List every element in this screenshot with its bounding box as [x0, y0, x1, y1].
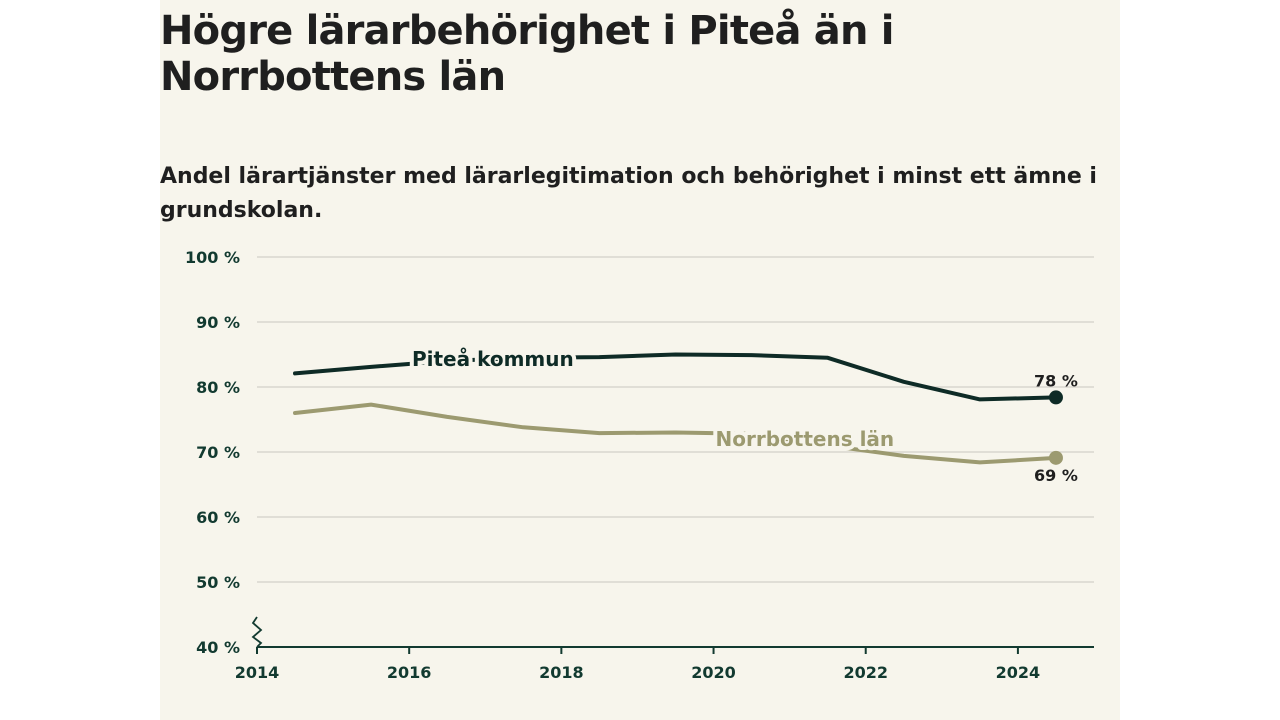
x-tick-label: 2024	[996, 663, 1041, 682]
y-tick-label: 100 %	[185, 248, 240, 267]
x-tick-label: 2018	[539, 663, 584, 682]
y-tick-label: 80 %	[196, 378, 240, 397]
series-label-norrbotten: Norrbottens län	[716, 427, 895, 451]
chart-title: Högre lärarbehörighet i Piteå än i Norrb…	[160, 8, 895, 100]
series-line-1	[293, 402, 1058, 465]
x-tick-label: 2020	[691, 663, 736, 682]
series-end-label-1: 69 %	[1034, 466, 1078, 485]
y-tick-label: 50 %	[196, 573, 240, 592]
series-end-marker-1	[1048, 450, 1063, 465]
axis-break-icon	[251, 616, 263, 648]
chart-panel: Högre lärarbehörighet i Piteå än i Norrb…	[160, 0, 1120, 720]
series-line-0	[293, 352, 1058, 402]
y-tick-label: 90 %	[196, 313, 240, 332]
series-label-pitea: Piteå kommun	[412, 347, 574, 371]
chart-subtitle: Andel lärartjänster med lärarlegitimatio…	[160, 164, 1097, 223]
x-tick-label: 2014	[235, 663, 280, 682]
x-tick-label: 2022	[843, 663, 888, 682]
series-end-marker-0	[1048, 390, 1063, 405]
x-tick-label: 2016	[387, 663, 432, 682]
y-tick-label: 70 %	[196, 443, 240, 462]
y-tick-label: 60 %	[196, 508, 240, 527]
series-end-label-0: 78 %	[1034, 371, 1078, 390]
line-chart: 40 % 50 % 60 % 70 % 80 % 90 % 100 % 2014 2016 201…	[185, 248, 1094, 682]
y-tick-label: 40 %	[196, 638, 240, 657]
